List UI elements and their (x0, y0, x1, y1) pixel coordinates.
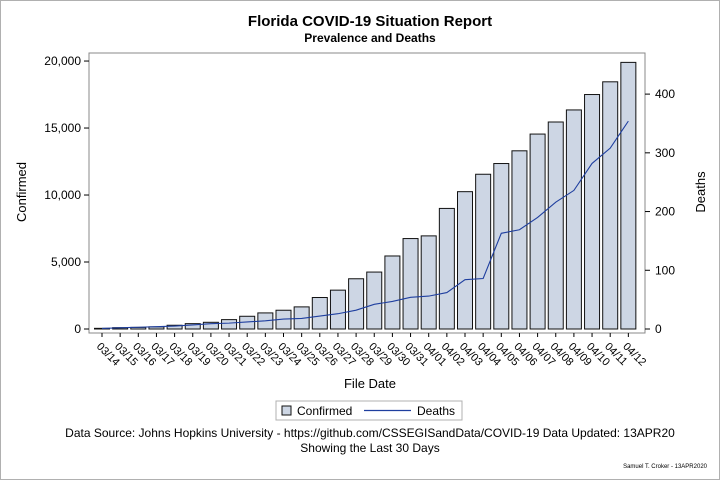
bar-04-09 (565, 109, 582, 330)
bar-03-26 (311, 297, 328, 330)
bar-04-12 (620, 61, 637, 330)
chart-title: Florida COVID-19 Situation Report (248, 13, 492, 30)
bar-03-28 (348, 278, 365, 330)
y-tick-label: 5,000 (51, 255, 81, 269)
bar-03-29 (366, 271, 383, 330)
y2-tick-label: 300 (655, 146, 675, 160)
bar-04-01 (420, 235, 437, 330)
y2-axis-label: Deaths (693, 171, 708, 213)
bar-03-31 (402, 238, 419, 330)
y2-tick-label: 0 (655, 322, 662, 336)
bar-04-06 (511, 150, 528, 330)
footer-source: Data Source: Johns Hopkins University - … (65, 426, 675, 440)
y-axis-label: Confirmed (14, 162, 29, 222)
bar-04-08 (547, 121, 564, 330)
y-tick-label: 20,000 (44, 54, 81, 68)
bar-04-11 (602, 81, 619, 330)
y-tick-label: 0 (74, 322, 81, 336)
y-tick-label: 10,000 (44, 188, 81, 202)
bar-03-21 (221, 319, 238, 330)
bar-03-20 (202, 321, 219, 330)
bar-04-04 (475, 173, 492, 330)
footer-credit: Samuel T. Croker - 13APR2020 (623, 464, 708, 470)
y2-tick-label: 200 (655, 205, 675, 219)
bar-03-27 (329, 289, 346, 330)
legend-swatch-confirmed (281, 405, 292, 416)
x-axis-label: File Date (344, 376, 396, 391)
bar-04-05 (493, 163, 510, 330)
chart-subtitle: Prevalence and Deaths (304, 31, 436, 45)
x-axis: 03/1403/1503/1603/1703/1803/1903/2003/21… (94, 333, 648, 369)
legend-label-deaths: Deaths (417, 404, 455, 418)
y2-tick-label: 100 (655, 263, 675, 277)
footer-window: Showing the Last 30 Days (300, 441, 439, 455)
bar-03-18 (166, 324, 183, 330)
deaths-line (101, 120, 629, 329)
bar-group (94, 61, 637, 330)
legend: Confirmed Deaths (275, 400, 463, 421)
bar-03-19 (184, 323, 201, 330)
y-axis-left: 0 5,000 10,000 15,000 20,000 (44, 54, 89, 336)
bar-04-03 (457, 191, 473, 330)
bar-04-02 (438, 207, 455, 330)
bar-04-10 (584, 94, 601, 330)
bar-03-30 (384, 255, 401, 330)
y2-tick-label: 400 (655, 87, 675, 101)
y-tick-label: 15,000 (44, 121, 81, 135)
y-axis-right: 0 100 200 300 400 (645, 87, 675, 336)
legend-label-confirmed: Confirmed (297, 404, 352, 418)
bar-04-07 (529, 133, 546, 330)
